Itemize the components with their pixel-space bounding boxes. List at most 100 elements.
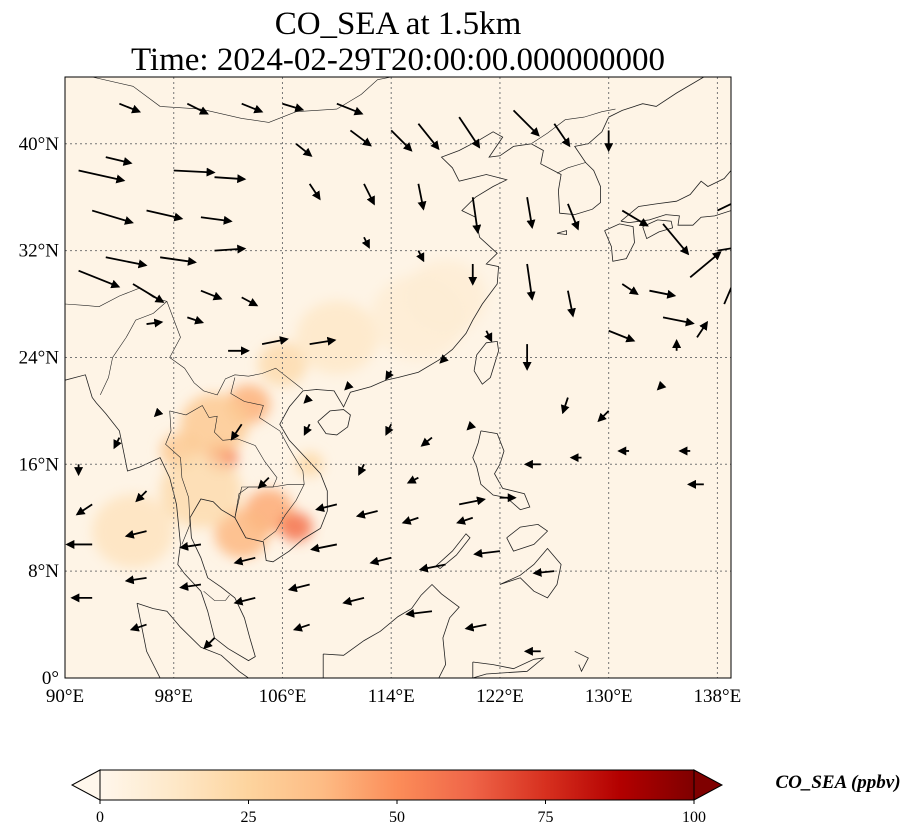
co-hotspot — [92, 494, 174, 568]
wind-arrow — [473, 548, 501, 558]
map-plot-area — [64, 76, 732, 679]
x-axis-ticks: 90°E 98°E 106°E 114°E 122°E 130°E 138°E — [46, 686, 741, 707]
colorbar-tick-label: 100 — [682, 809, 706, 826]
wind-arrow — [696, 320, 709, 338]
x-tick-label: 122°E — [476, 686, 524, 707]
wind-arrow — [656, 380, 667, 391]
coastline-mindanao — [499, 547, 562, 599]
wind-arrow — [75, 503, 93, 516]
wind-arrow — [91, 209, 134, 225]
border-china-korea — [531, 108, 616, 145]
coastline-jeju — [556, 230, 567, 236]
wind-arrow — [416, 250, 425, 263]
wind-arrow — [466, 420, 477, 431]
wind-arrow — [464, 622, 487, 632]
wind-arrow — [241, 102, 264, 114]
coastline-taiwan — [473, 340, 500, 385]
co-hotspot — [279, 512, 313, 542]
wind-arrow — [349, 129, 372, 147]
wind-arrow — [200, 215, 233, 225]
wind-arrow — [173, 167, 216, 177]
wind-arrow — [621, 283, 639, 296]
y-tick-label: 0° — [42, 668, 59, 689]
wind-arrow — [406, 475, 419, 484]
wind-arrow — [553, 123, 571, 148]
wind-arrow — [160, 256, 197, 266]
wind-arrow — [355, 509, 378, 519]
border-myanmar-thailand — [165, 410, 191, 545]
wind-arrow — [124, 575, 147, 585]
wind-arrow — [526, 263, 536, 301]
chart-title-line-2: Time: 2024-02-29T20:00:00.000000000 — [130, 42, 666, 78]
wind-arrow — [662, 316, 695, 327]
wind-arrow — [78, 269, 121, 289]
wind-arrow — [295, 143, 313, 157]
wind-arrow — [129, 623, 147, 632]
y-tick-label: 40°N — [19, 134, 60, 155]
wind-arrow — [420, 436, 433, 447]
wind-arrow — [287, 583, 310, 593]
wind-arrow — [78, 169, 126, 184]
colorbar-extend-high — [693, 769, 724, 801]
coastline-hainan — [317, 409, 351, 436]
y-tick-label: 32°N — [19, 241, 60, 262]
wind-arrow — [282, 102, 305, 112]
wind-arrow — [241, 296, 259, 307]
wind-arrow — [456, 516, 474, 525]
wind-arrow — [560, 397, 570, 415]
wind-arrow — [342, 596, 365, 606]
wind-arrow — [179, 581, 202, 591]
wind-arrow — [621, 209, 649, 227]
coastline-luzon — [472, 430, 531, 511]
wind-arrow — [385, 370, 394, 381]
wind-arrow — [458, 496, 486, 506]
wind-arrow — [105, 156, 133, 166]
wind-arrow — [417, 123, 440, 151]
colorbar-label: CO_SEA (ppbv) — [775, 772, 900, 793]
wind-arrow — [723, 285, 731, 305]
wind-arrow — [233, 596, 256, 606]
colorbar-tick-label: 50 — [389, 809, 405, 826]
coastline-palawan — [435, 533, 471, 569]
colorbar-tick-label: 75 — [538, 809, 554, 826]
wind-arrow — [471, 197, 482, 234]
map-frame — [64, 76, 732, 679]
wind-arrow — [303, 394, 313, 404]
coastline-visayas — [506, 523, 549, 552]
y-tick-label: 24°N — [19, 347, 60, 368]
wind-arrow — [358, 463, 367, 476]
x-tick-label: 114°E — [368, 686, 415, 707]
colorbar-gradient — [99, 769, 695, 801]
border-myanmar-china — [166, 301, 304, 396]
wind-arrow — [105, 256, 148, 269]
wind-arrow — [344, 380, 354, 391]
border-myanmar-india — [100, 301, 168, 396]
wind-arrow — [200, 289, 223, 301]
wind-arrow — [186, 102, 209, 115]
wind-arrow — [135, 490, 148, 503]
y-axis-ticks: 0° 8°N 16°N 24°N 32°N 40°N — [19, 134, 60, 689]
wind-arrow — [363, 183, 375, 206]
wind-arrow — [153, 407, 164, 418]
wind-arrow — [662, 223, 690, 256]
wind-arrow — [512, 109, 540, 137]
x-tick-label: 106°E — [259, 686, 307, 707]
border-korea-dmz — [556, 162, 586, 174]
wind-arrow — [526, 197, 536, 229]
co-hotspot — [160, 454, 242, 528]
co-hotspot — [258, 342, 307, 387]
coastlines — [65, 77, 731, 678]
wind-arrow — [187, 315, 205, 325]
coastline-sulawesi — [472, 657, 545, 678]
wind-arrow — [439, 354, 449, 364]
wind-arrow — [401, 516, 419, 525]
border-laos-vietnam — [230, 377, 305, 541]
y-tick-label: 16°N — [19, 454, 60, 475]
wind-arrow — [308, 183, 321, 201]
wind-arrow — [310, 543, 338, 553]
wind-arrow — [649, 289, 677, 299]
wind-arrow — [230, 423, 243, 441]
co-hotspot — [404, 260, 487, 335]
wind-arrow — [567, 203, 580, 231]
